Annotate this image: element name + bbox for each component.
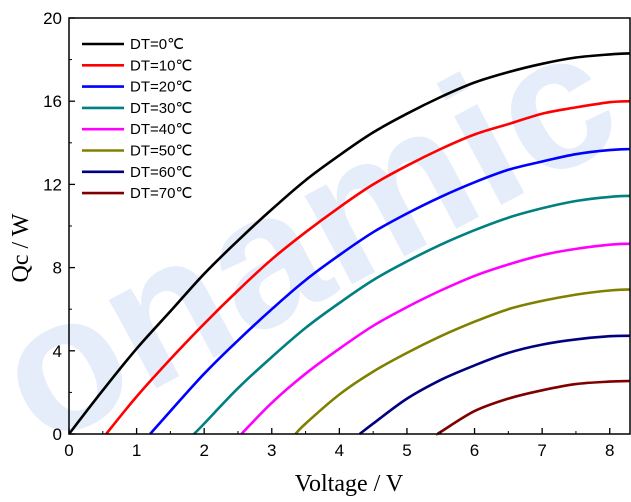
y-tick-label: 0 (53, 425, 62, 444)
x-tick-label: 5 (402, 441, 411, 460)
legend-label: DT=70℃ (130, 185, 192, 202)
series-line-4 (240, 242, 631, 435)
y-axis-title: Qc / W (8, 213, 34, 282)
legend-label: DT=0℃ (130, 36, 184, 53)
legend-label: DT=30℃ (130, 100, 192, 117)
y-tick-label: 16 (43, 92, 62, 111)
x-tick-label: 1 (132, 441, 141, 460)
x-tick-label: 6 (470, 441, 479, 460)
x-tick-label: 8 (605, 441, 614, 460)
series-line-3 (193, 194, 631, 435)
series-line-6 (358, 334, 631, 436)
x-tick-label: 2 (199, 441, 208, 460)
series-line-7 (435, 379, 631, 436)
y-tick-label: 8 (53, 259, 62, 278)
watermark-text: onamic (0, 0, 631, 485)
x-tick-label: 4 (335, 441, 344, 460)
y-tick-label: 20 (43, 9, 62, 28)
plot-lines (67, 52, 631, 436)
legend-label: DT=40℃ (130, 121, 192, 138)
y-tick-label: 4 (53, 342, 62, 361)
legend: DT=0℃ DT=10℃ DT=20℃ DT=30℃ DT=40℃ DT=50℃ DT=60… (82, 36, 192, 202)
y-tick-label: 12 (43, 175, 62, 194)
legend-label: DT=20℃ (130, 79, 192, 96)
legend-label: DT=10℃ (130, 57, 192, 74)
x-tick-label: 3 (267, 441, 276, 460)
x-tick-label: 7 (537, 441, 546, 460)
x-axis-title: Voltage / V (295, 471, 404, 497)
legend-label: DT=50℃ (130, 143, 192, 160)
series-line-1 (105, 99, 631, 435)
x-tick-label: 0 (64, 441, 73, 460)
series-line-2 (149, 147, 631, 435)
series-line-0 (67, 52, 631, 435)
series-line-5 (294, 288, 631, 435)
legend-label: DT=60℃ (130, 164, 192, 181)
